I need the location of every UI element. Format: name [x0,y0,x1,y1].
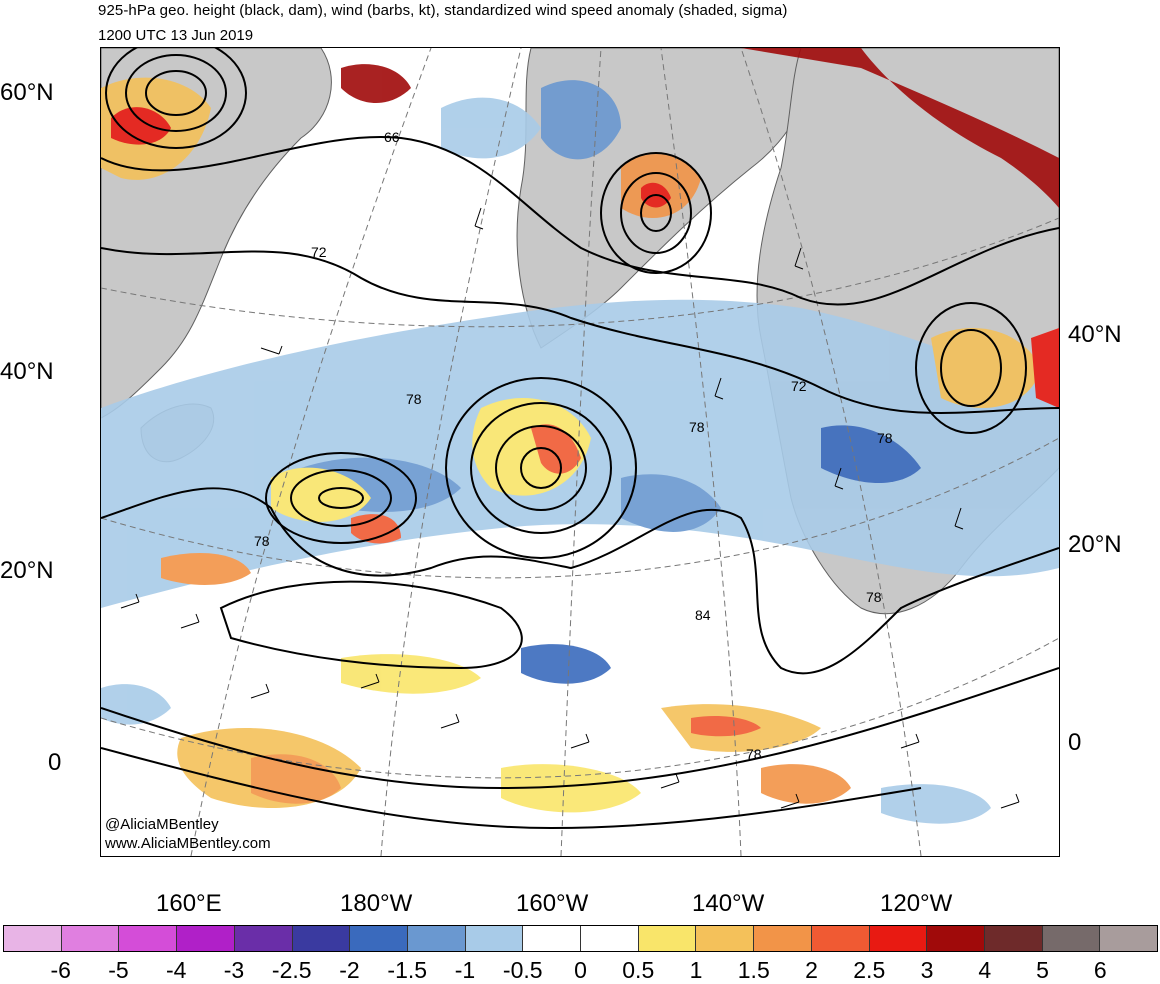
contour-label: 78 [877,430,893,446]
colorbar-label: -2.5 [271,957,312,983]
colorbar-swatch [638,926,697,951]
colorbar-label: 3 [920,957,934,983]
weather-map: 66 72 78 78 72 78 78 84 78 78 78 [100,47,1060,857]
lat-label-right-20n: 20°N [1068,531,1122,558]
valid-time: 1200 UTC 13 Jun 2019 [98,27,254,44]
colorbar-label: -1 [454,957,476,983]
contour-label: 78 [406,391,422,407]
colorbar-label: 0.5 [622,957,655,983]
colorbar-swatch [869,926,928,951]
contour-label: 66 [384,129,400,145]
colorbar-swatch [407,926,466,951]
colorbar-label: -3 [223,957,245,983]
colorbar-swatch [581,926,639,951]
colorbar-swatch [927,926,985,951]
lon-label-140w: 140°W [692,890,765,917]
colorbar-swatch [1042,926,1101,951]
lat-label-left-60n: 60°N [0,79,54,106]
contour-label: 78 [254,533,270,549]
colorbar-swatch [523,926,582,951]
colorbar [3,925,1158,952]
colorbar-swatch [754,926,812,951]
lat-label-left-0: 0 [48,749,62,776]
colorbar-label: -6 [50,957,71,983]
colorbar-swatch [177,926,235,951]
credit-handle: @AliciaMBentley [105,816,219,833]
credit-url: www.AliciaMBentley.com [105,835,271,852]
colorbar-labels: -6 -5 -4 -3 -2.5 -2 -1.5 -1 -0.5 0 0.5 1 1.5 2 2.5 3 4 5 6 [3,957,1158,983]
lat-label-left-40n: 40°N [0,358,54,385]
contour-label: 78 [689,419,705,435]
colorbar-label: 5 [1036,957,1049,983]
colorbar-swatch [696,926,755,951]
colorbar-label: -0.5 [502,957,543,983]
colorbar-label: 1.5 [737,957,770,983]
colorbar-label: -2 [339,957,360,983]
colorbar-swatch [984,926,1043,951]
colorbar-label: 2 [805,957,818,983]
colorbar-swatch [1100,926,1158,951]
lon-label-120w: 120°W [880,890,953,917]
colorbar-label: -5 [108,957,129,983]
map-title: 925-hPa geo. height (black, dam), wind (… [98,2,788,19]
contour-label: 84 [695,607,711,623]
contour-label: 72 [311,244,327,260]
colorbar-label: 6 [1093,957,1107,983]
colorbar-label: -1.5 [387,957,428,983]
colorbar-swatch [234,926,293,951]
contour-label: 78 [866,589,882,605]
lon-label-180w: 180°W [340,890,413,917]
contour-label: 72 [791,378,807,394]
colorbar-swatch [4,926,62,951]
colorbar-swatch [292,926,351,951]
colorbar-swatch [465,926,524,951]
colorbar-swatch [61,926,120,951]
colorbar-swatch [350,926,408,951]
colorbar-label: 2.5 [853,957,886,983]
colorbar-label: 0 [574,957,587,983]
colorbar-swatch [119,926,178,951]
lon-label-160e: 160°E [156,890,222,917]
colorbar-label: 4 [978,957,992,983]
lon-label-160w: 160°W [516,890,589,917]
colorbar-swatch [811,926,870,951]
lat-label-right-40n: 40°N [1068,321,1122,348]
colorbar-label: -4 [166,957,187,983]
colorbar-label: 1 [689,957,703,983]
lat-label-right-0: 0 [1068,729,1082,756]
lat-label-left-20n: 20°N [0,557,54,584]
contour-label: 78 [746,746,762,762]
